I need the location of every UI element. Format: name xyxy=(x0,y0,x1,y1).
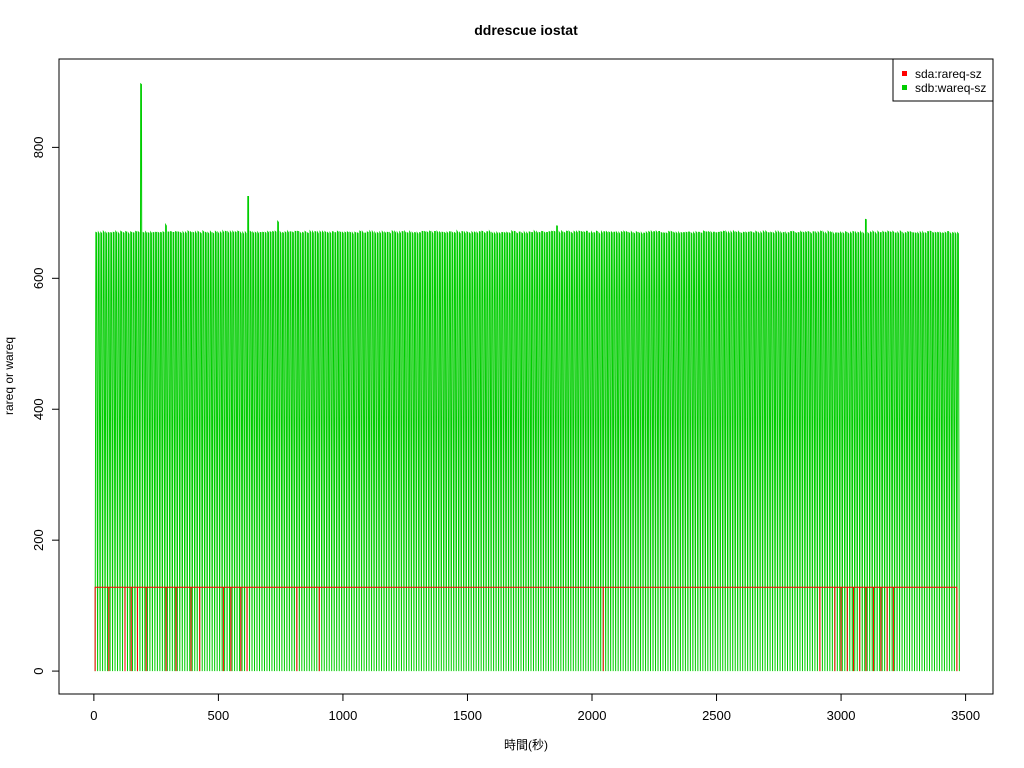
x-axis: 0 500 1000 1500 2000 2500 3000 3500 xyxy=(90,693,980,723)
legend-swatch-sdb xyxy=(902,85,907,90)
x-tick-label: 1500 xyxy=(453,708,482,723)
legend: sda:rareq-sz sdb:wareq-sz xyxy=(892,58,994,102)
x-tick-label: 1000 xyxy=(328,708,357,723)
series-line-sda-rareq xyxy=(94,586,958,672)
x-tick-label: 3500 xyxy=(951,708,980,723)
x-axis-label: 時間(秒) xyxy=(504,738,548,752)
chart-title: ddrescue iostat xyxy=(474,22,578,38)
y-tick-label: 600 xyxy=(31,267,46,289)
x-tick-label: 500 xyxy=(208,708,230,723)
y-tick-label: 800 xyxy=(31,137,46,159)
legend-label-sdb: sdb:wareq-sz xyxy=(915,81,986,95)
y-axis-label: rareq or wareq xyxy=(2,337,16,415)
y-axis: 0 200 400 600 800 xyxy=(31,137,60,675)
legend-label-sda: sda:rareq-sz xyxy=(915,67,982,81)
y-tick-label: 400 xyxy=(31,398,46,420)
series-layer xyxy=(94,82,960,672)
y-tick-label: 0 xyxy=(31,667,46,674)
x-tick-label: 0 xyxy=(90,708,97,723)
y-tick-label: 200 xyxy=(31,529,46,551)
x-tick-label: 3000 xyxy=(827,708,856,723)
x-tick-label: 2500 xyxy=(702,708,731,723)
series-line-sdb-wareq xyxy=(94,82,960,672)
x-tick-label: 2000 xyxy=(578,708,607,723)
legend-swatch-sda xyxy=(902,71,907,76)
legend-box xyxy=(892,58,994,102)
